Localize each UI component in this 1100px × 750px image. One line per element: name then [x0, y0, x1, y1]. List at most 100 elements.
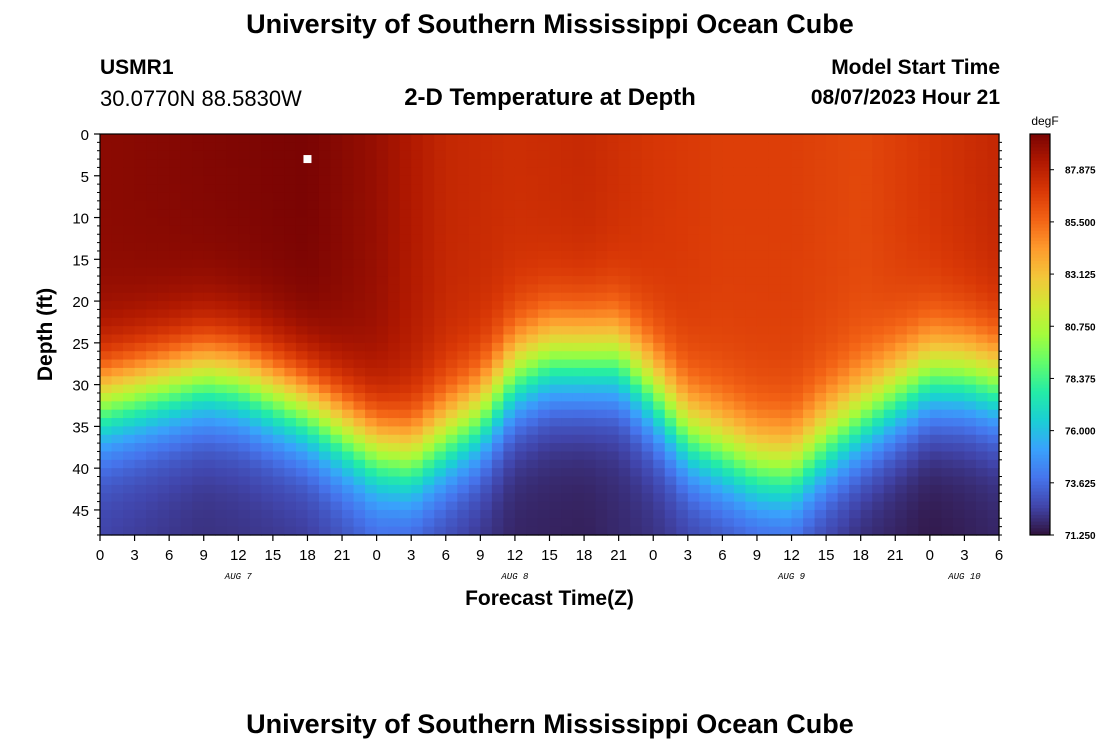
heatmap-cell: [733, 276, 747, 285]
heatmap-cell: [318, 342, 332, 352]
heatmap-cell: [641, 426, 654, 436]
heatmap-cell: [918, 409, 931, 419]
heatmap-cell: [180, 451, 193, 461]
heatmap-cell: [445, 167, 458, 177]
heatmap-cell: [964, 292, 977, 302]
heatmap-cell: [710, 225, 723, 235]
heatmap-cell: [526, 359, 539, 369]
heatmap-cell: [895, 392, 908, 402]
heatmap-cell: [791, 443, 804, 453]
heatmap-cell: [411, 175, 424, 185]
heatmap-cell: [480, 200, 493, 210]
heatmap-cell: [503, 376, 516, 386]
heatmap-cell: [468, 175, 481, 185]
heatmap-cell: [814, 267, 827, 277]
heatmap-cell: [526, 175, 539, 185]
heatmap-cell: [169, 284, 182, 294]
heatmap-cell: [376, 317, 389, 327]
colorbar-step: [1030, 454, 1050, 459]
heatmap-cell: [353, 418, 366, 427]
heatmap-cell: [468, 518, 481, 528]
heatmap-cell: [722, 493, 735, 503]
heatmap-cell: [365, 426, 378, 436]
heatmap-cell: [630, 242, 643, 252]
heatmap-cell: [849, 351, 862, 361]
heatmap-cell: [929, 493, 942, 503]
heatmap-cell: [434, 501, 447, 511]
heatmap-cell: [157, 217, 170, 227]
heatmap-cell: [849, 418, 862, 427]
heatmap-cell: [526, 317, 539, 327]
colorbar-step: [1030, 200, 1050, 205]
heatmap-cell: [641, 167, 654, 177]
heatmap-cell: [434, 267, 447, 277]
heatmap-cell: [272, 367, 286, 377]
heatmap-cell: [549, 451, 562, 461]
heatmap-cell: [238, 484, 251, 494]
heatmap-cell: [584, 334, 597, 344]
heatmap-cell: [941, 476, 954, 486]
heatmap-cell: [653, 234, 666, 244]
heatmap-cell: [987, 392, 1000, 402]
heatmap-cell: [664, 267, 677, 277]
heatmap-cell: [203, 526, 216, 536]
heatmap-cell: [630, 142, 643, 152]
heatmap-cell: [561, 309, 574, 319]
heatmap-cell: [584, 292, 597, 302]
heatmap-cell: [687, 334, 700, 344]
heatmap-cell: [872, 242, 885, 252]
heatmap-cell: [295, 259, 309, 269]
heatmap-cell: [123, 309, 136, 319]
heatmap-cell: [745, 493, 758, 503]
heatmap-cell: [952, 200, 966, 210]
heatmap-cell: [445, 501, 458, 511]
heatmap-cell: [215, 175, 228, 185]
heatmap-cell: [584, 468, 597, 478]
heatmap-cell: [284, 376, 297, 386]
heatmap-cell: [169, 192, 182, 202]
heatmap-cell: [330, 250, 343, 260]
heatmap-cell: [814, 384, 827, 394]
heatmap-cell: [111, 150, 124, 160]
heatmap-cell: [849, 167, 862, 177]
heatmap-cell: [630, 276, 643, 285]
heatmap-cell: [906, 326, 919, 336]
heatmap-cell: [422, 150, 435, 160]
heatmap-cell: [134, 476, 147, 486]
heatmap-cell: [964, 418, 977, 427]
heatmap-cell: [814, 175, 827, 185]
heatmap-cell: [872, 259, 885, 269]
heatmap-cell: [215, 384, 228, 394]
heatmap-cell: [238, 459, 251, 469]
heatmap-cell: [100, 409, 113, 419]
heatmap-cell: [607, 426, 620, 436]
colorbar-step: [1030, 508, 1050, 513]
heatmap-cell: [768, 501, 781, 511]
heatmap-cell: [457, 192, 470, 202]
heatmap-cell: [895, 217, 908, 227]
heatmap-cell: [595, 409, 608, 419]
heatmap-cell: [123, 250, 136, 260]
heatmap-cell: [607, 301, 620, 311]
colorbar-step: [1030, 144, 1050, 148]
heatmap-cell: [906, 426, 919, 436]
heatmap-cell: [676, 142, 689, 152]
heatmap-cell: [595, 418, 608, 427]
heatmap-cell: [238, 134, 251, 143]
heatmap-cell: [849, 250, 862, 260]
heatmap-cell: [929, 301, 942, 311]
heatmap-cell: [123, 401, 136, 411]
heatmap-cell: [261, 376, 274, 386]
heatmap-cell: [434, 225, 447, 235]
heatmap-cell: [238, 418, 251, 427]
heatmap-cell: [826, 342, 839, 352]
heatmap-cell: [468, 451, 481, 461]
heatmap-cell: [157, 392, 170, 402]
heatmap-cell: [826, 409, 839, 419]
heatmap-cell: [238, 501, 251, 511]
heatmap-cell: [975, 418, 989, 427]
heatmap-cell: [480, 518, 493, 528]
heatmap-cell: [826, 192, 839, 202]
heatmap-cell: [607, 342, 620, 352]
heatmap-cell: [422, 301, 435, 311]
